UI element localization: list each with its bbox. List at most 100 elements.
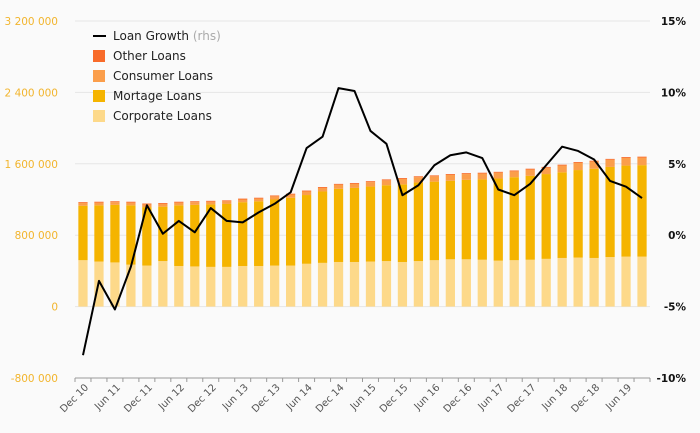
- bar-mortage-loans-16: [333, 188, 344, 262]
- bar-consumer-loans-26: [493, 172, 503, 179]
- bar-mortage-loans-4: [142, 207, 152, 266]
- bar-consumer-loans-19: [381, 180, 392, 186]
- bar-other-loans-30: [557, 164, 567, 166]
- bar-consumer-loans-6: [174, 202, 184, 206]
- y-left-tick-4: 2 400 000: [5, 87, 58, 99]
- x-tick-label-16: Dec 18: [570, 382, 603, 415]
- bar-mortage-loans-29: [541, 174, 551, 259]
- bar-mortage-loans-1: [94, 205, 104, 262]
- bars: [78, 156, 647, 307]
- bar-other-loans-5: [158, 203, 168, 204]
- x-tick-label-2: Dec 11: [122, 382, 155, 415]
- bar-other-loans-4: [142, 203, 152, 205]
- bar-consumer-loans-22: [429, 176, 439, 182]
- bar-other-loans-17: [349, 182, 360, 184]
- x-tick-label-9: Jun 15: [348, 382, 379, 413]
- bar-consumer-loans-21: [413, 177, 424, 183]
- bar-mortage-loans-2: [110, 204, 120, 263]
- bar-corporate-loans-28: [525, 259, 535, 307]
- bar-other-loans-18: [365, 181, 376, 183]
- bar-mortage-loans-11: [254, 201, 264, 266]
- bar-corporate-loans-6: [174, 265, 184, 307]
- x-tick-label-13: Jun 17: [476, 382, 507, 413]
- bar-corporate-loans-22: [429, 260, 439, 307]
- bar-mortage-loans-13: [285, 197, 296, 266]
- bar-corporate-loans-27: [509, 260, 519, 307]
- bar-other-loans-14: [301, 190, 312, 192]
- bar-corporate-loans-8: [206, 266, 216, 307]
- bar-mortage-loans-8: [206, 204, 216, 267]
- axes: -800 000 0 800 000 1 600 000 2 400 000 3 200 …: [5, 16, 687, 415]
- bar-corporate-loans-31: [573, 257, 583, 307]
- bar-corporate-loans-5: [158, 261, 168, 307]
- legend-swatch-4: [93, 110, 105, 122]
- x-tick-label-0: Dec 10: [58, 382, 91, 415]
- bar-other-loans-16: [333, 183, 344, 185]
- legend-label-0: Loan Growth (rhs): [113, 29, 221, 43]
- bar-corporate-loans-30: [557, 257, 567, 307]
- bar-mortage-loans-9: [222, 203, 232, 267]
- bar-other-loans-3: [126, 201, 136, 203]
- bar-mortage-loans-26: [493, 178, 503, 261]
- bar-other-loans-12: [270, 195, 280, 197]
- bar-other-loans-10: [238, 198, 248, 200]
- bar-mortage-loans-10: [238, 202, 248, 266]
- bar-mortage-loans-34: [621, 165, 631, 257]
- x-tick-label-6: Dec 13: [250, 382, 283, 415]
- bar-corporate-loans-29: [541, 258, 551, 307]
- bar-consumer-loans-31: [573, 162, 583, 171]
- bar-corporate-loans-21: [413, 261, 424, 307]
- bar-corporate-loans-23: [445, 259, 455, 307]
- bar-corporate-loans-11: [254, 265, 264, 307]
- bar-other-loans-34: [621, 157, 631, 158]
- bar-other-loans-26: [493, 171, 503, 173]
- bar-consumer-loans-15: [317, 187, 328, 192]
- bar-consumer-loans-8: [206, 201, 216, 205]
- bar-mortage-loans-20: [397, 184, 408, 262]
- bar-other-loans-0: [78, 202, 88, 204]
- bar-consumer-loans-34: [621, 158, 631, 166]
- legend-label-sub: (rhs): [189, 29, 221, 43]
- bar-other-loans-25: [477, 172, 487, 174]
- y-right-tick-0: -10%: [657, 373, 687, 385]
- bar-other-loans-24: [461, 173, 471, 175]
- bar-other-loans-11: [254, 197, 264, 199]
- bar-consumer-loans-35: [637, 157, 647, 166]
- bar-mortage-loans-27: [509, 177, 519, 261]
- x-tick-label-3: Jun 12: [156, 382, 187, 413]
- bar-mortage-loans-19: [381, 185, 392, 262]
- bar-consumer-loans-29: [541, 167, 551, 175]
- bar-corporate-loans-34: [621, 256, 631, 307]
- bar-corporate-loans-9: [222, 266, 232, 307]
- bar-consumer-loans-3: [126, 202, 136, 206]
- bar-mortage-loans-12: [270, 199, 280, 266]
- loan-growth-line-layer: [82, 87, 643, 356]
- bar-mortage-loans-7: [190, 204, 200, 267]
- bar-consumer-loans-14: [301, 191, 312, 196]
- legend-swatch-3: [93, 90, 105, 102]
- bar-corporate-loans-18: [365, 261, 376, 307]
- bar-corporate-loans-0: [78, 260, 88, 307]
- bar-mortage-loans-6: [174, 205, 184, 266]
- y-right-tick-4: 10%: [661, 87, 687, 99]
- bar-consumer-loans-1: [94, 202, 104, 206]
- bar-mortage-loans-0: [78, 205, 88, 261]
- bar-consumer-loans-33: [605, 159, 615, 167]
- bar-corporate-loans-13: [285, 265, 296, 307]
- y-left-tick-5: 3 200 000: [5, 16, 58, 28]
- bar-consumer-loans-17: [349, 183, 360, 188]
- bar-other-loans-15: [317, 187, 328, 188]
- bar-mortage-loans-28: [525, 175, 535, 260]
- bar-mortage-loans-22: [429, 181, 439, 261]
- bar-mortage-loans-33: [605, 166, 615, 258]
- bar-corporate-loans-12: [270, 265, 280, 307]
- bar-mortage-loans-23: [445, 180, 455, 260]
- bar-other-loans-19: [381, 179, 392, 181]
- bar-consumer-loans-18: [365, 182, 376, 187]
- bar-corporate-loans-20: [397, 261, 408, 307]
- bar-consumer-loans-7: [190, 202, 200, 205]
- bar-consumer-loans-12: [270, 196, 280, 200]
- bar-other-loans-35: [637, 156, 647, 158]
